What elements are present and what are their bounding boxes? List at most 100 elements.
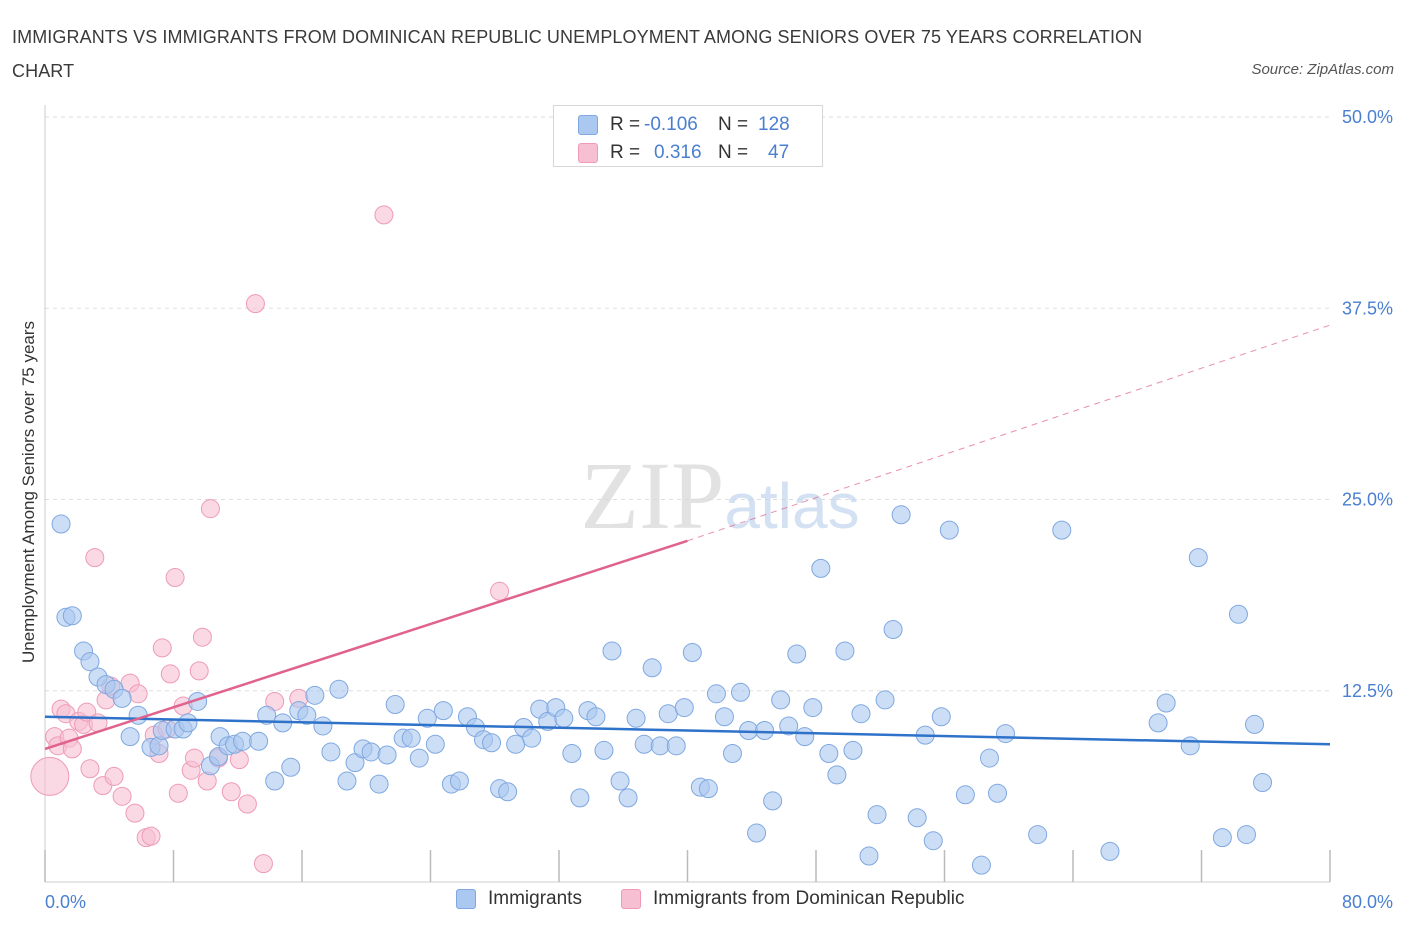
immigrants-point	[554, 708, 574, 728]
immigrants-point	[979, 748, 999, 768]
immigrants-point	[771, 690, 791, 710]
immigrants-point	[562, 743, 582, 763]
legend-swatch-blue	[578, 115, 598, 135]
dominican-point	[189, 661, 209, 681]
immigrants-point	[361, 742, 381, 762]
dominican-point	[490, 581, 510, 601]
dominican-point	[112, 786, 132, 806]
immigrants-point	[747, 823, 767, 843]
immigrants-point	[337, 771, 357, 791]
bottom-legend-swatch-blue	[456, 889, 476, 909]
immigrants-point	[506, 734, 526, 754]
dominican-point	[141, 826, 161, 846]
immigrants-point	[369, 774, 389, 794]
legend-row-immigrants: R = -0.106 N = 128	[578, 111, 790, 139]
y-tick-label: 25.0%	[1342, 490, 1393, 510]
immigrants-point	[618, 788, 638, 808]
immigrants-point	[803, 698, 823, 718]
immigrants-point	[149, 736, 169, 756]
immigrants-point	[586, 707, 606, 727]
trend-lines	[44, 324, 1331, 751]
immigrants-point	[634, 734, 654, 754]
immigrants-point	[1212, 828, 1232, 848]
immigrants-point	[891, 505, 911, 525]
bottom-legend-swatch-pink	[621, 889, 641, 909]
immigrants-point	[1228, 604, 1248, 624]
immigrants-point	[265, 771, 285, 791]
immigrants-point	[1253, 773, 1273, 793]
dominican-point	[168, 783, 188, 803]
immigrants-point	[1236, 825, 1256, 845]
immigrants-point	[409, 748, 429, 768]
immigrants-point	[417, 708, 437, 728]
immigrants-point	[763, 791, 783, 811]
immigrants-point	[827, 765, 847, 785]
immigrants-point	[1180, 736, 1200, 756]
dominican-trend-extension	[687, 324, 1331, 542]
immigrants-point	[313, 716, 333, 736]
immigrants-point	[819, 743, 839, 763]
immigrants-point	[297, 705, 317, 725]
immigrants-point	[377, 745, 397, 765]
immigrants-point	[1100, 841, 1120, 861]
immigrants-point	[1148, 713, 1168, 733]
x-tick-label: 0.0%	[45, 892, 86, 912]
source-note: Source: ZipAtlas.com	[1251, 61, 1394, 78]
legend-r-label: R =	[610, 114, 641, 135]
immigrants-point	[666, 736, 686, 756]
immigrants-point	[642, 658, 662, 678]
immigrants-point	[939, 520, 959, 540]
axes	[44, 105, 1331, 883]
immigrants-point	[795, 727, 815, 747]
immigrants-point	[112, 688, 132, 708]
immigrants-point	[401, 728, 421, 748]
tick-labels: 12.5% 25.0% 37.5% 50.0% 0.0% 80.0%	[45, 107, 1393, 912]
dominican-point	[253, 854, 273, 874]
immigrants-point	[811, 558, 831, 578]
immigrants-point	[988, 783, 1008, 803]
dominican-trend-line	[44, 539, 688, 751]
immigrants-point	[883, 620, 903, 640]
dominican-point	[192, 627, 212, 647]
dominican-point	[237, 794, 257, 814]
dominican-point	[245, 294, 265, 314]
immigrants-point	[722, 743, 742, 763]
legend-swatch-pink	[578, 143, 598, 163]
immigrants-point	[1028, 825, 1048, 845]
series-dominican-points	[30, 205, 510, 874]
immigrants-point	[498, 782, 518, 802]
immigrants-point	[706, 684, 726, 704]
immigrants-point	[755, 721, 775, 741]
immigrants-point	[257, 705, 277, 725]
dominican-point	[30, 756, 70, 796]
immigrants-point	[80, 652, 100, 672]
legend-r-value: -0.106	[644, 114, 698, 135]
x-tick-label: 80.0%	[1342, 892, 1393, 912]
watermark: ZIPatlas	[580, 442, 859, 549]
immigrants-point	[178, 713, 198, 733]
immigrants-point	[650, 736, 670, 756]
dominican-point	[128, 684, 148, 704]
dominican-point	[197, 771, 217, 791]
correlation-legend: R = -0.106 N = 128 R = 0.316 N = 47	[553, 105, 823, 167]
immigrants-point	[698, 779, 718, 799]
legend-n-label: N =	[718, 114, 749, 135]
immigrants-point	[329, 679, 349, 699]
immigrants-point	[682, 643, 702, 662]
immigrants-point	[62, 606, 82, 626]
legend-n-value: 128	[758, 114, 790, 135]
legend-n-label: N =	[718, 142, 749, 163]
dominican-point	[152, 638, 172, 658]
immigrants-point	[626, 708, 646, 728]
immigrants-point	[610, 771, 630, 791]
immigrants-point	[570, 788, 590, 808]
immigrants-point	[843, 740, 863, 760]
dominican-point	[125, 803, 145, 823]
immigrants-point	[923, 831, 943, 851]
immigrants-point	[955, 785, 975, 805]
immigrants-point	[305, 685, 325, 705]
dominican-point	[85, 548, 105, 568]
dominican-point	[104, 766, 124, 786]
immigrants-point	[51, 514, 71, 534]
